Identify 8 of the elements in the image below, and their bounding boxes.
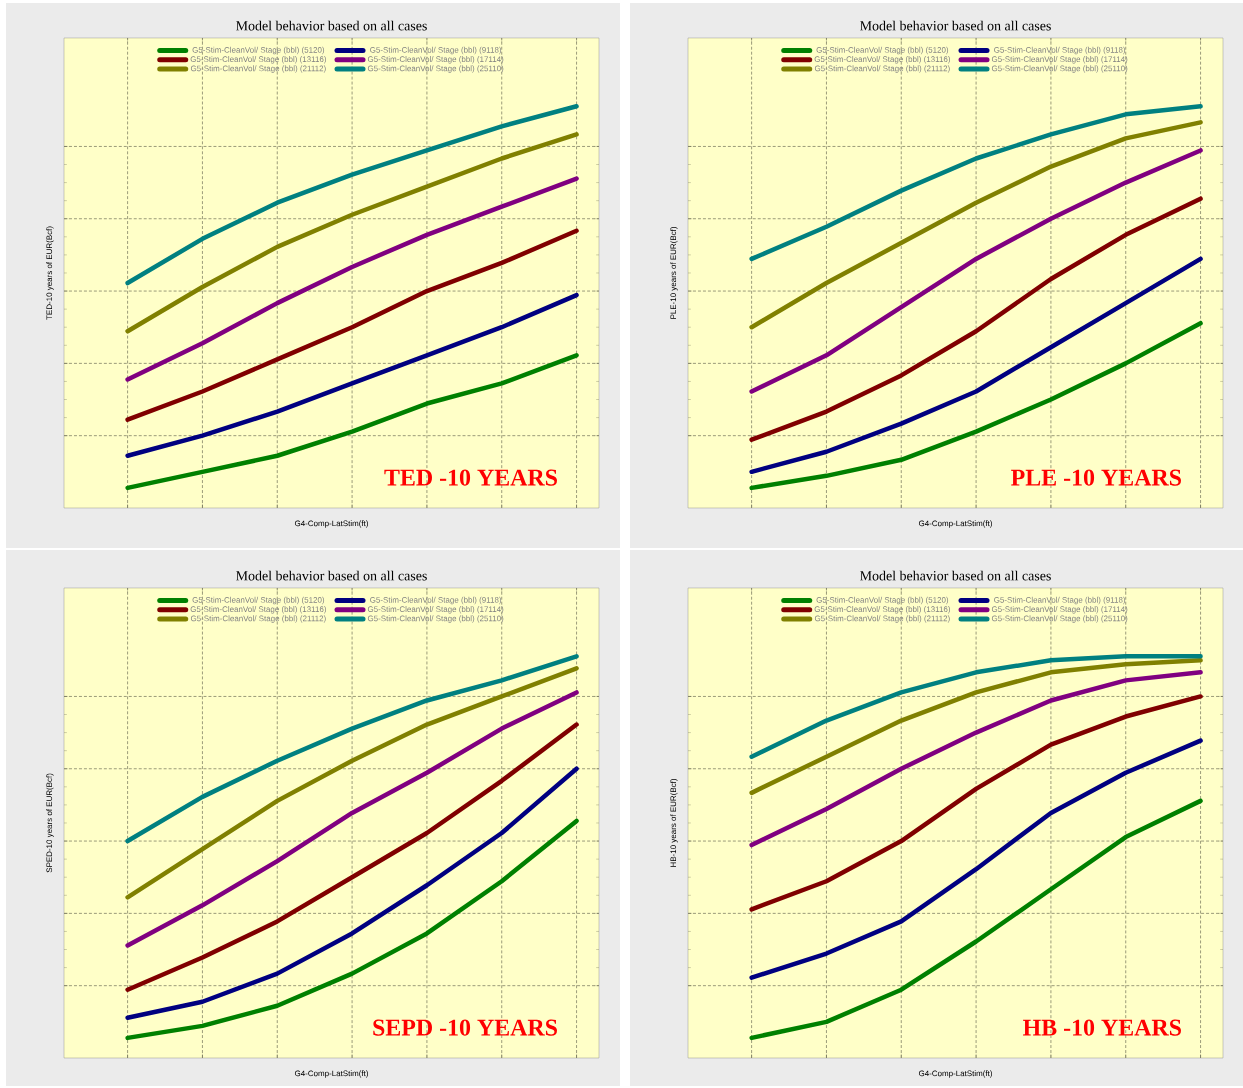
chart-title: Model behavior based on all cases xyxy=(236,20,427,31)
chart-title: Model behavior based on all cases xyxy=(236,570,427,581)
chart-title: Model behavior based on all cases xyxy=(860,20,1051,31)
annotation: HB -10 YEARS xyxy=(1023,1019,1181,1036)
annotation: SEPD -10 YEARS xyxy=(373,1019,557,1036)
annotation: PLE -10 YEARS xyxy=(1011,469,1181,486)
annotation: TED -10 YEARS xyxy=(384,469,557,486)
chart-title: Model behavior based on all cases xyxy=(860,570,1051,581)
